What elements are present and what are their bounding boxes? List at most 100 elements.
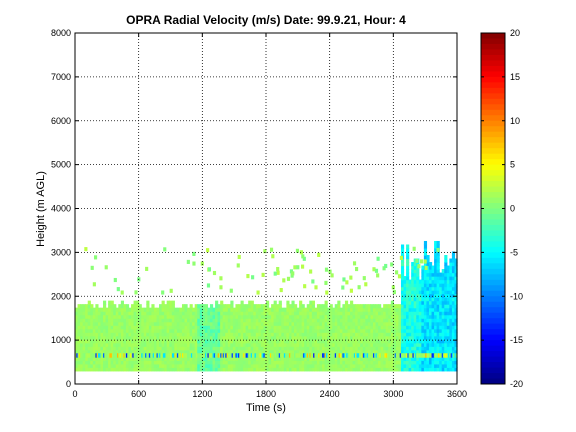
velocity-cell [400, 311, 405, 316]
velocity-cell [327, 318, 331, 323]
colorbar-swatch [481, 164, 505, 171]
velocity-cell [301, 332, 305, 337]
velocity-cell [115, 311, 119, 316]
velocity-cell [362, 332, 366, 337]
colorbar-swatch [481, 197, 505, 204]
velocity-cell [283, 349, 287, 354]
velocity-cell [95, 311, 99, 316]
velocity-cell [123, 325, 127, 330]
velocity-cell [431, 297, 435, 302]
velocity-cell [446, 360, 450, 365]
velocity-cell [441, 321, 445, 326]
velocity-cell [449, 293, 453, 298]
velocity-cell [434, 356, 438, 361]
velocity-cell [215, 363, 219, 368]
velocity-cell [365, 321, 369, 326]
velocity-cell [451, 293, 456, 298]
velocity-cell [171, 307, 175, 312]
velocity-cell [319, 342, 323, 347]
velocity-cell [273, 332, 277, 337]
velocity-cell [108, 339, 112, 344]
band-cell [99, 353, 101, 358]
velocity-cell [283, 335, 287, 340]
velocity-cell [418, 286, 422, 291]
velocity-cell [388, 335, 392, 340]
band-cell [413, 353, 416, 358]
velocity-cell [151, 335, 155, 340]
velocity-cell [237, 318, 242, 323]
velocity-cell [367, 332, 372, 337]
velocity-cell [309, 360, 313, 365]
velocity-cell [390, 304, 394, 309]
velocity-cell [421, 314, 425, 319]
velocity-cell [146, 346, 150, 351]
velocity-cell [291, 307, 295, 312]
velocity-cell [294, 311, 298, 316]
velocity-cell [159, 311, 163, 316]
velocity-cell [283, 363, 287, 368]
velocity-cell [367, 335, 372, 340]
velocity-cell [408, 318, 412, 323]
velocity-cell [202, 318, 206, 323]
velocity-cell [82, 328, 86, 333]
velocity-cell [97, 339, 102, 344]
velocity-cell [179, 356, 183, 361]
velocity-cell [403, 304, 407, 309]
velocity-cell [428, 346, 433, 351]
velocity-cell [90, 360, 94, 365]
velocity-cell [225, 360, 229, 365]
velocity-cell [141, 367, 145, 372]
velocity-cell [362, 349, 366, 354]
colorbar-swatch [481, 290, 505, 297]
velocity-cell [327, 307, 331, 312]
velocity-cell [230, 360, 234, 365]
velocity-cell [207, 311, 211, 316]
velocity-cell [334, 360, 338, 365]
band-cell [171, 353, 174, 358]
velocity-cell [426, 363, 430, 368]
velocity-cell [222, 360, 226, 365]
velocity-cell [260, 332, 265, 337]
velocity-cell [212, 318, 216, 323]
velocity-cell [120, 318, 124, 323]
velocity-cell [413, 332, 417, 337]
velocity-cell [344, 349, 349, 354]
velocity-cell [153, 339, 158, 344]
velocity-cell [268, 339, 272, 344]
band-cell [269, 353, 272, 358]
velocity-cell [426, 297, 430, 302]
velocity-cell [151, 325, 155, 330]
velocity-cell [375, 304, 379, 309]
velocity-cell [299, 300, 303, 305]
velocity-cell [416, 349, 420, 354]
velocity-cell [273, 342, 277, 347]
colorbar-swatch [481, 378, 505, 385]
velocity-cell [411, 346, 415, 351]
velocity-cell [352, 304, 356, 309]
velocity-cell [334, 367, 338, 372]
velocity-cell [253, 349, 257, 354]
velocity-cell [413, 335, 417, 340]
velocity-cell [204, 304, 209, 309]
velocity-cell [82, 307, 86, 312]
velocity-cell [286, 307, 290, 312]
velocity-cell [230, 328, 234, 333]
velocity-cell [281, 318, 285, 323]
colorbar-swatch [481, 367, 505, 374]
velocity-cell [444, 304, 448, 309]
velocity-cell [80, 325, 84, 330]
velocity-cell [311, 363, 315, 368]
velocity-cell [103, 367, 107, 372]
velocity-cell [220, 335, 224, 340]
band-cell [327, 353, 329, 358]
velocity-cell [100, 307, 104, 312]
velocity-cell [304, 328, 308, 333]
velocity-cell [164, 332, 168, 337]
velocity-cell [350, 304, 354, 309]
velocity-cell [375, 311, 379, 316]
velocity-cell [271, 321, 275, 326]
velocity-cell [174, 356, 178, 361]
velocity-cell [411, 283, 415, 288]
velocity-cell [439, 300, 443, 305]
velocity-cell [309, 321, 313, 326]
